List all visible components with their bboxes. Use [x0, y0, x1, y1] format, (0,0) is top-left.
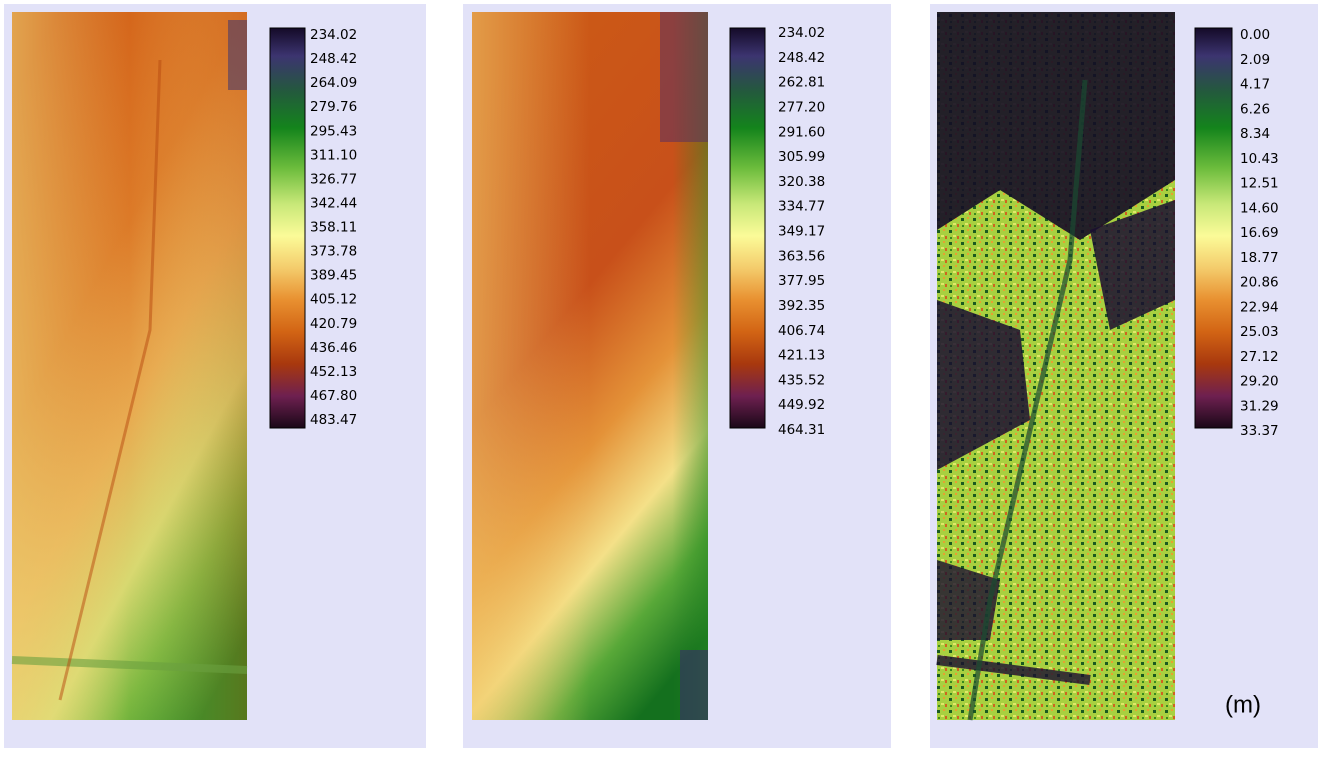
- legend-label: 234.02: [310, 27, 357, 43]
- legend-label: 483.47: [310, 412, 357, 428]
- legend-label: 305.99: [778, 149, 825, 165]
- legend-label: 264.09: [310, 75, 357, 91]
- legend-label: 27.12: [1240, 349, 1279, 365]
- legend-label: 421.13: [778, 348, 825, 364]
- figure: (m) 234.02 248.42 264.09 279.76 295.43 311.10…: [0, 0, 1318, 753]
- legend-label: 16.69: [1240, 225, 1279, 241]
- legend-label: 405.12: [310, 292, 357, 308]
- legend-label: 452.13: [310, 364, 357, 380]
- legend-label: 449.92: [778, 397, 825, 413]
- legend-label: 18.77: [1240, 250, 1279, 266]
- legend-label: 373.78: [310, 244, 357, 260]
- legend-label: 0.00: [1240, 27, 1270, 43]
- legend-label: 2.09: [1240, 52, 1270, 68]
- legend-label: 389.45: [310, 268, 357, 284]
- legend-label: 311.10: [310, 147, 357, 163]
- legend-label: 349.17: [778, 224, 825, 240]
- legend-label: 10.43: [1240, 151, 1279, 167]
- raster-image: [937, 12, 1175, 720]
- legend-label: 31.29: [1240, 398, 1279, 414]
- legend-label: 29.20: [1240, 374, 1279, 390]
- legend-label: 334.77: [778, 199, 825, 215]
- legend-label: 234.02: [778, 25, 825, 41]
- unit-label: (m): [1225, 691, 1261, 718]
- legend-label: 320.38: [778, 174, 825, 190]
- legend-label: 467.80: [310, 388, 357, 404]
- legend-label: 262.81: [778, 75, 825, 91]
- legend-label: 326.77: [310, 171, 357, 187]
- colorbar: [730, 28, 765, 428]
- legend-label: 279.76: [310, 99, 357, 115]
- legend-label: 8.34: [1240, 126, 1270, 142]
- legend-label: 377.95: [778, 273, 825, 289]
- colorbar: [270, 28, 305, 428]
- legend-label: 248.42: [778, 50, 825, 66]
- legend-label: 295.43: [310, 123, 357, 139]
- legend-label: 22.94: [1240, 299, 1279, 315]
- legend-label: 342.44: [310, 195, 357, 211]
- legend-label: 248.42: [310, 51, 357, 67]
- legend-label: 20.86: [1240, 275, 1279, 291]
- legend-label: 277.20: [778, 99, 825, 115]
- legend-label: 464.31: [778, 422, 825, 438]
- colorbar: [1195, 28, 1232, 428]
- legend-label: 25.03: [1240, 324, 1279, 340]
- legend-label: 363.56: [778, 248, 825, 264]
- legend-label: 291.60: [778, 124, 825, 140]
- legend-label: 358.11: [310, 220, 357, 236]
- legend-label: 14.60: [1240, 200, 1279, 216]
- legend-label: 6.26: [1240, 101, 1270, 117]
- legend-label: 392.35: [778, 298, 825, 314]
- legend-label: 4.17: [1240, 77, 1270, 93]
- legend-label: 33.37: [1240, 423, 1279, 439]
- raster-image: [472, 12, 708, 720]
- legend-label: 435.52: [778, 372, 825, 388]
- raster-image: [12, 12, 247, 720]
- legend-label: 436.46: [310, 340, 357, 356]
- legend-label: 420.79: [310, 316, 357, 332]
- legend-label: 406.74: [778, 323, 825, 339]
- legend-label: 12.51: [1240, 176, 1279, 192]
